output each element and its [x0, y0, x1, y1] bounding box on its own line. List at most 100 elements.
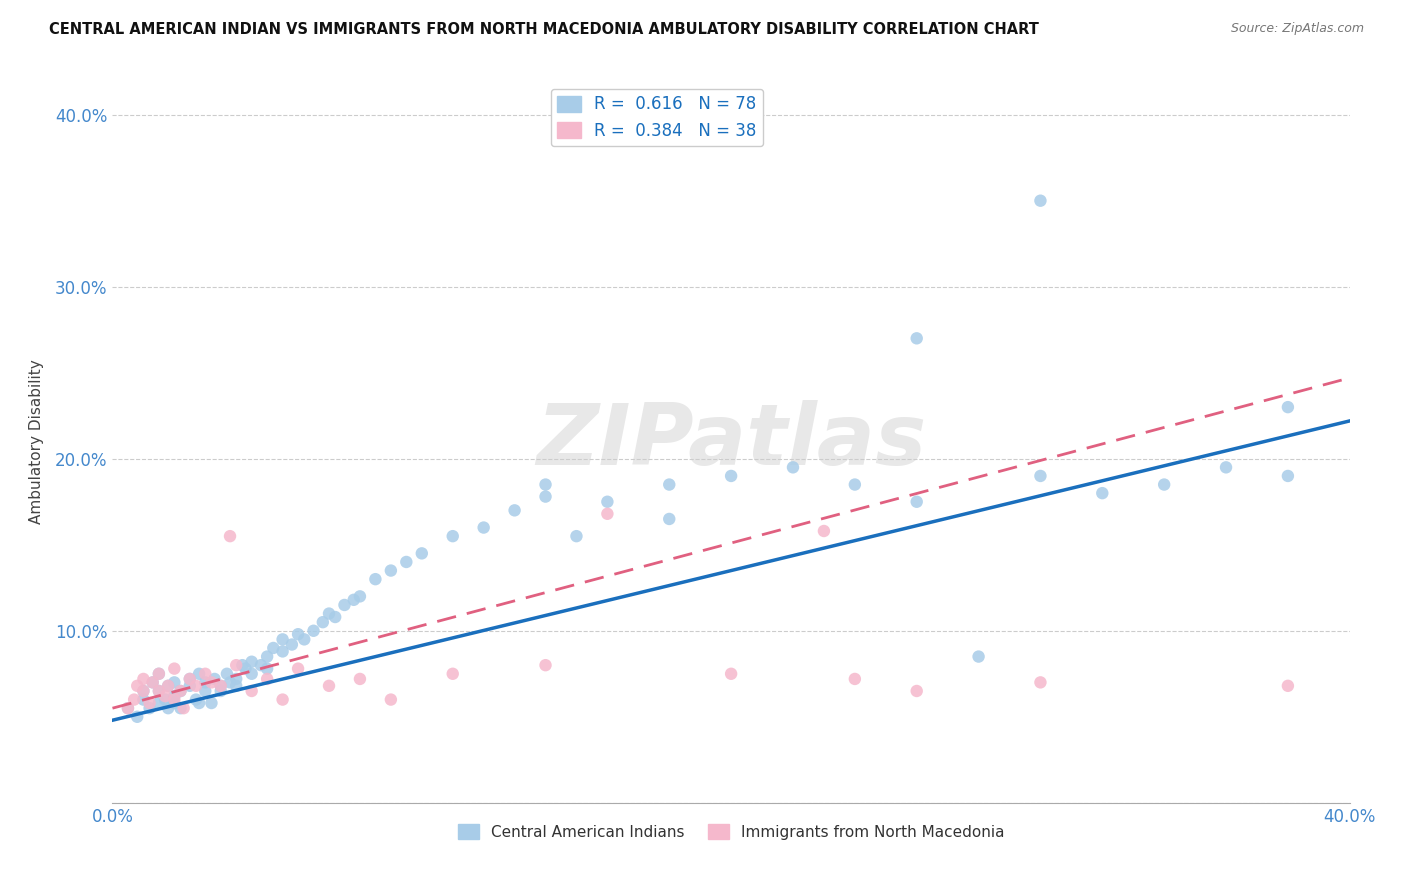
- Point: [117, 701, 139, 715]
- Point: [148, 684, 170, 698]
- Point: [1091, 486, 1114, 500]
- Point: [905, 331, 928, 345]
- Point: [173, 701, 195, 715]
- Point: [184, 692, 207, 706]
- Point: [813, 524, 835, 538]
- Point: [318, 607, 340, 621]
- Point: [844, 477, 866, 491]
- Point: [287, 627, 309, 641]
- Point: [380, 692, 402, 706]
- Point: [117, 701, 139, 715]
- Point: [163, 675, 186, 690]
- Point: [312, 615, 335, 630]
- Point: [200, 675, 222, 690]
- Point: [596, 507, 619, 521]
- Point: [225, 679, 247, 693]
- Point: [142, 675, 165, 690]
- Point: [163, 696, 186, 710]
- Point: [179, 672, 201, 686]
- Point: [235, 662, 257, 676]
- Point: [1277, 679, 1299, 693]
- Point: [157, 679, 180, 693]
- Point: [1215, 460, 1237, 475]
- Point: [534, 658, 557, 673]
- Point: [163, 692, 186, 706]
- Point: [240, 666, 263, 681]
- Point: [349, 590, 371, 604]
- Point: [534, 490, 557, 504]
- Point: [534, 477, 557, 491]
- Point: [169, 684, 191, 698]
- Point: [148, 666, 170, 681]
- Text: ZIPatlas: ZIPatlas: [536, 400, 927, 483]
- Point: [658, 477, 681, 491]
- Point: [441, 666, 464, 681]
- Point: [1277, 400, 1299, 414]
- Point: [1153, 477, 1175, 491]
- Point: [163, 662, 186, 676]
- Point: [905, 684, 928, 698]
- Point: [200, 696, 222, 710]
- Point: [179, 672, 201, 686]
- Point: [184, 679, 207, 693]
- Point: [219, 529, 242, 543]
- Point: [380, 564, 402, 578]
- Point: [472, 520, 495, 534]
- Point: [503, 503, 526, 517]
- Point: [271, 644, 294, 658]
- Point: [179, 679, 201, 693]
- Point: [441, 529, 464, 543]
- Point: [188, 666, 211, 681]
- Point: [364, 572, 387, 586]
- Point: [231, 658, 253, 673]
- Legend: Central American Indians, Immigrants from North Macedonia: Central American Indians, Immigrants fro…: [451, 818, 1011, 846]
- Point: [967, 649, 990, 664]
- Point: [209, 679, 232, 693]
- Point: [658, 512, 681, 526]
- Point: [349, 672, 371, 686]
- Text: Source: ZipAtlas.com: Source: ZipAtlas.com: [1230, 22, 1364, 36]
- Point: [157, 701, 180, 715]
- Point: [194, 684, 217, 698]
- Point: [782, 460, 804, 475]
- Point: [596, 494, 619, 508]
- Point: [215, 666, 238, 681]
- Point: [153, 689, 176, 703]
- Point: [281, 638, 304, 652]
- Point: [256, 662, 278, 676]
- Point: [905, 494, 928, 508]
- Point: [333, 598, 356, 612]
- Point: [209, 684, 232, 698]
- Point: [163, 689, 186, 703]
- Point: [343, 592, 366, 607]
- Point: [138, 696, 160, 710]
- Point: [157, 679, 180, 693]
- Point: [148, 684, 170, 698]
- Point: [323, 610, 346, 624]
- Point: [256, 649, 278, 664]
- Point: [1277, 469, 1299, 483]
- Point: [292, 632, 315, 647]
- Point: [188, 696, 211, 710]
- Point: [250, 658, 273, 673]
- Point: [1029, 675, 1052, 690]
- Point: [240, 655, 263, 669]
- Point: [138, 701, 160, 715]
- Point: [271, 692, 294, 706]
- Point: [411, 546, 433, 560]
- Point: [132, 684, 155, 698]
- Point: [132, 684, 155, 698]
- Point: [720, 469, 742, 483]
- Point: [194, 666, 217, 681]
- Point: [262, 640, 284, 655]
- Point: [395, 555, 418, 569]
- Point: [240, 684, 263, 698]
- Point: [142, 675, 165, 690]
- Point: [132, 672, 155, 686]
- Y-axis label: Ambulatory Disability: Ambulatory Disability: [30, 359, 44, 524]
- Point: [287, 662, 309, 676]
- Point: [1029, 194, 1052, 208]
- Point: [169, 684, 191, 698]
- Point: [720, 666, 742, 681]
- Point: [219, 675, 242, 690]
